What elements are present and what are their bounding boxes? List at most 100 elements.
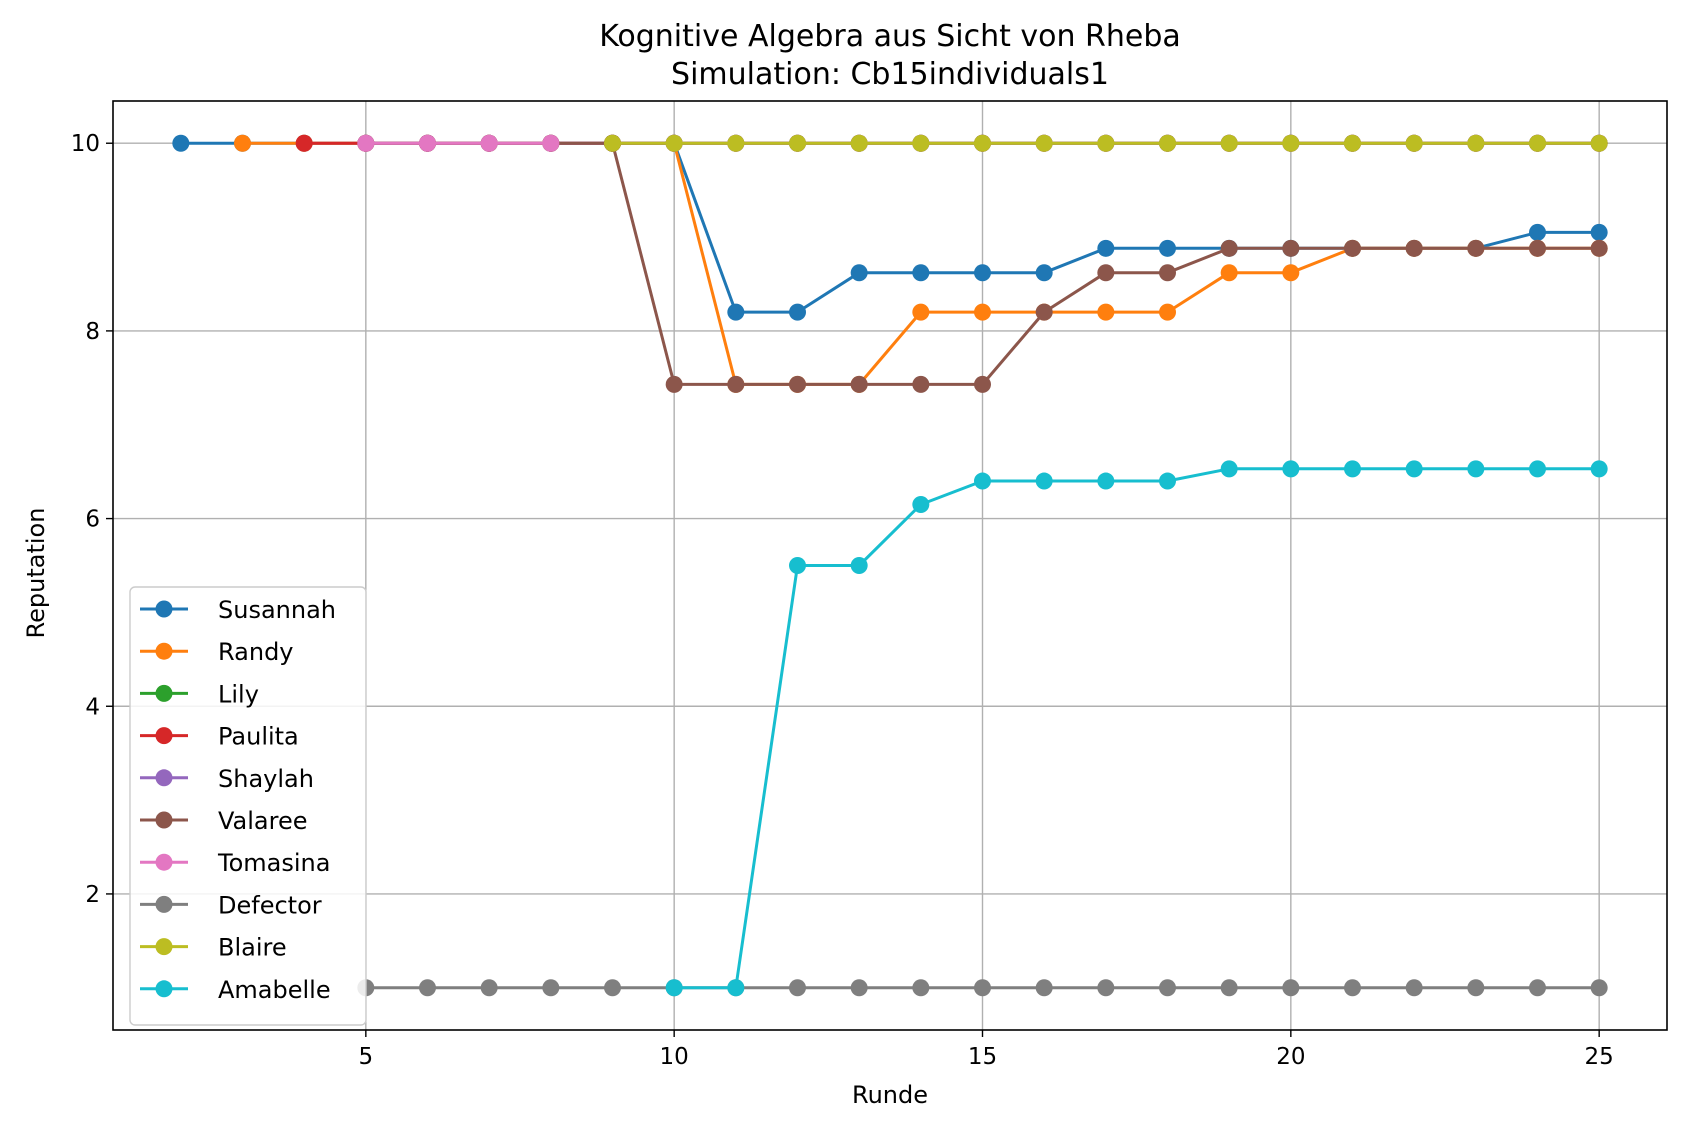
legend-marker-lily xyxy=(155,684,173,702)
data-point-amabelle xyxy=(1282,460,1300,478)
data-point-defector xyxy=(1282,979,1300,997)
y-tick-label: 2 xyxy=(85,882,100,908)
data-point-defector xyxy=(1220,979,1238,997)
data-point-valaree xyxy=(1220,239,1238,257)
legend-marker-amabelle xyxy=(155,980,173,998)
data-point-defector xyxy=(850,979,868,997)
y-axis-label: Reputation xyxy=(22,508,50,639)
data-point-susannah xyxy=(1159,239,1176,257)
data-point-defector xyxy=(912,979,930,997)
data-point-susannah xyxy=(912,264,930,282)
data-point-amabelle xyxy=(1035,472,1053,490)
data-point-defector xyxy=(604,979,621,997)
data-point-defector xyxy=(1344,979,1361,997)
series-line-randy xyxy=(242,141,1600,386)
data-point-blaire xyxy=(912,134,930,152)
series-line-susannah xyxy=(180,141,1600,314)
y-tick-label: 8 xyxy=(85,319,100,345)
data-point-valaree xyxy=(912,375,930,393)
data-point-defector xyxy=(1035,979,1053,997)
legend-marker-blaire xyxy=(155,938,173,956)
data-point-randy xyxy=(1220,264,1238,282)
data-point-amabelle xyxy=(1467,460,1485,478)
data-point-blaire xyxy=(1529,134,1546,152)
data-point-valaree xyxy=(1590,239,1608,257)
series-layer xyxy=(172,134,1608,997)
legend-label-paulita: Paulita xyxy=(218,723,299,751)
data-point-blaire xyxy=(604,134,621,152)
data-point-amabelle xyxy=(1344,460,1361,478)
legend-label-randy: Randy xyxy=(218,638,294,666)
data-point-amabelle xyxy=(665,979,683,997)
data-point-tomasina xyxy=(542,134,560,152)
x-tick-label: 15 xyxy=(968,1044,997,1070)
series-randy xyxy=(234,134,1608,393)
data-point-amabelle xyxy=(912,496,930,514)
data-point-amabelle xyxy=(727,979,745,997)
legend-box xyxy=(129,586,367,1026)
data-point-amabelle xyxy=(1590,460,1608,478)
data-point-susannah xyxy=(1590,223,1608,241)
data-point-blaire xyxy=(850,134,868,152)
legend-marker-valaree xyxy=(155,811,173,829)
data-point-paulita xyxy=(295,134,313,152)
data-point-amabelle xyxy=(789,557,806,574)
data-point-amabelle xyxy=(1405,460,1423,478)
data-point-defector xyxy=(789,979,806,997)
legend-label-shaylah: Shaylah xyxy=(218,765,314,793)
data-point-blaire xyxy=(1344,134,1361,152)
data-point-defector xyxy=(974,979,991,997)
data-point-valaree xyxy=(1035,303,1053,321)
data-point-valaree xyxy=(1529,239,1546,257)
y-tick-label: 10 xyxy=(71,131,100,157)
legend-marker-susannah xyxy=(155,600,173,618)
data-point-defector xyxy=(1405,979,1423,997)
data-point-tomasina xyxy=(419,134,436,152)
y-tick-label: 4 xyxy=(85,694,100,720)
data-point-valaree xyxy=(1097,264,1115,282)
x-tick-label: 25 xyxy=(1585,1044,1614,1070)
data-point-amabelle xyxy=(1220,460,1238,478)
legend-label-blaire: Blaire xyxy=(218,934,287,962)
data-point-blaire xyxy=(1159,134,1176,152)
data-point-defector xyxy=(1097,979,1115,997)
series-line-amabelle xyxy=(674,467,1600,990)
legend-marker-defector xyxy=(155,895,173,913)
series-amabelle xyxy=(665,460,1608,997)
data-point-susannah xyxy=(172,134,190,152)
chart-subtitle: Simulation: Cb15individuals1 xyxy=(671,57,1109,92)
data-point-blaire xyxy=(974,134,991,152)
legend-marker-tomasina xyxy=(155,853,173,871)
legend-label-amabelle: Amabelle xyxy=(218,976,331,1004)
y-tick-label: 6 xyxy=(85,507,100,533)
series-tomasina xyxy=(357,134,560,152)
data-point-blaire xyxy=(789,134,806,152)
data-point-tomasina xyxy=(357,134,375,152)
data-point-defector xyxy=(1590,979,1608,997)
legend-marker-paulita xyxy=(155,727,173,745)
data-point-defector xyxy=(1159,979,1176,997)
data-point-valaree xyxy=(789,375,806,393)
legend-label-lily: Lily xyxy=(218,680,259,708)
data-point-defector xyxy=(480,979,498,997)
data-point-defector xyxy=(419,979,436,997)
legend-label-defector: Defector xyxy=(218,891,322,919)
series-blaire xyxy=(604,134,1608,152)
data-point-blaire xyxy=(1282,134,1300,152)
data-point-valaree xyxy=(1344,239,1361,257)
data-point-valaree xyxy=(665,375,683,393)
data-point-amabelle xyxy=(974,472,991,490)
data-point-randy xyxy=(1097,303,1115,321)
legend-label-susannah: Susannah xyxy=(218,596,336,624)
legend-marker-randy xyxy=(155,642,173,660)
data-point-randy xyxy=(1159,303,1176,321)
data-point-susannah xyxy=(1035,264,1053,282)
x-tick-label: 5 xyxy=(359,1044,374,1070)
series-susannah xyxy=(172,134,1608,321)
data-point-randy xyxy=(1282,264,1300,282)
data-point-susannah xyxy=(789,303,806,321)
data-point-blaire xyxy=(665,134,683,152)
data-point-blaire xyxy=(727,134,745,152)
